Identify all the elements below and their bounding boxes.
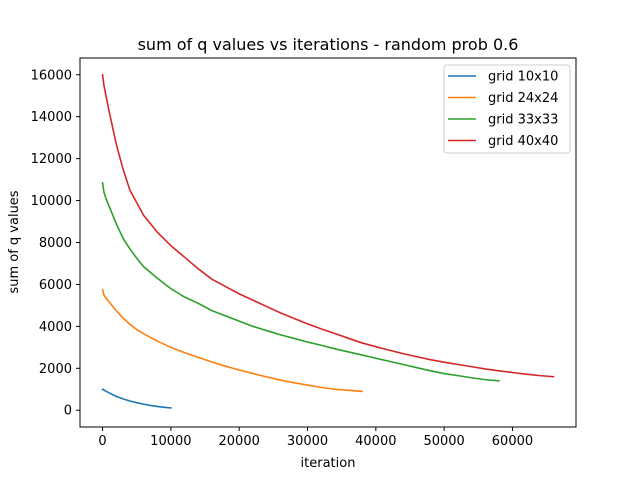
y-axis: 0 2000 4000 6000 8000 10000 12000 14000 16000 xyxy=(31,68,80,419)
legend: grid 10x10 grid 24x24 grid 33x33 grid 40x40 xyxy=(443,64,571,154)
x-tick-label: 60000 xyxy=(492,434,533,449)
y-tick-label: 4000 xyxy=(39,320,72,335)
x-tick-label: 40000 xyxy=(355,434,396,449)
x-tick-label: 30000 xyxy=(287,434,328,449)
x-tick-label: 0 xyxy=(98,434,106,449)
legend-label-2: grid 24x24 xyxy=(488,91,558,106)
y-axis-label: sum of q values xyxy=(7,190,22,293)
y-tick-label: 2000 xyxy=(39,362,72,377)
series-line-1 xyxy=(101,388,172,409)
y-tick-label: 6000 xyxy=(39,278,72,293)
x-axis: 0 10000 20000 30000 40000 50000 60000 xyxy=(98,427,533,449)
y-tick-label: 8000 xyxy=(39,236,72,251)
y-tick-label: 10000 xyxy=(31,194,72,209)
x-axis-label: iteration xyxy=(301,456,356,471)
y-tick-label: 16000 xyxy=(31,68,72,83)
y-tick-label: 0 xyxy=(64,404,72,419)
legend-box xyxy=(443,64,571,154)
series-line-2 xyxy=(101,288,364,393)
legend-label-3: grid 33x33 xyxy=(488,113,558,128)
y-tick-label: 14000 xyxy=(31,110,72,125)
series-line-4 xyxy=(101,73,555,378)
y-tick-label: 12000 xyxy=(31,152,72,167)
chart-title: sum of q values vs iterations - random p… xyxy=(138,35,519,54)
legend-label-1: grid 10x10 xyxy=(488,70,558,85)
x-tick-label: 10000 xyxy=(150,434,191,449)
x-tick-label: 50000 xyxy=(423,434,464,449)
legend-label-4: grid 40x40 xyxy=(488,134,558,149)
x-tick-label: 20000 xyxy=(219,434,260,449)
series-line-3 xyxy=(101,181,500,382)
